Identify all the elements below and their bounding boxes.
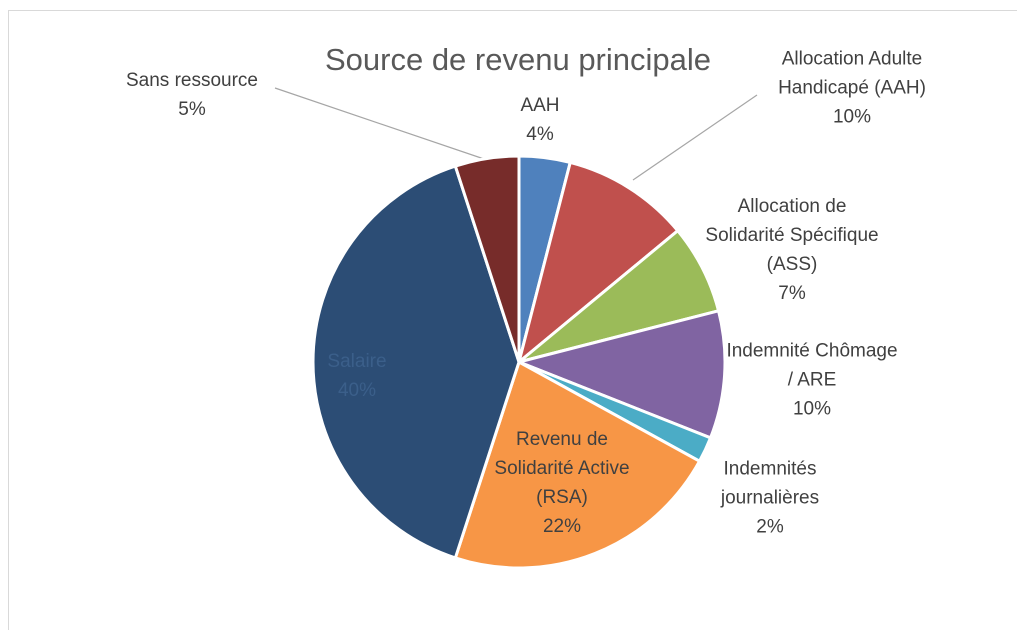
value-label: 10% — [792, 398, 832, 420]
leader-line — [274, 87, 488, 161]
leader-line — [632, 94, 758, 181]
value-label: 40% — [337, 380, 377, 401]
slice-label: Indemnités journalières 2% — [695, 455, 845, 542]
value-label: 2% — [756, 516, 784, 538]
slice-label: Indemnité Chômage / ARE 10% — [722, 337, 902, 424]
slice-label: AAH 4% — [500, 91, 580, 149]
category-name: Sans ressource — [125, 70, 258, 91]
slice-label: Salaire 40% — [312, 347, 402, 405]
pie-slice — [311, 164, 521, 560]
category-name: Salaire — [327, 351, 387, 372]
category-name: Indemnités journalières — [720, 458, 820, 509]
pie-slice — [514, 308, 727, 440]
category-name: AAH — [520, 95, 560, 116]
slice-label: Allocation Adulte Handicapé (AAH) 10% — [747, 45, 957, 132]
value-label: 22% — [542, 516, 582, 537]
category-name: Allocation Adulte Handicapé (AAH) — [778, 48, 926, 99]
value-label: 5% — [178, 99, 206, 120]
category-name: Indemnité Chômage / ARE — [726, 340, 898, 391]
pie-slice — [516, 160, 680, 367]
slice-label: Allocation de Solidarité Spécifique (ASS… — [702, 192, 882, 308]
pie-slice — [453, 154, 521, 363]
chart-title: Source de revenu principale — [324, 42, 712, 77]
value-label: 4% — [526, 124, 554, 145]
chart-frame — [8, 10, 1017, 630]
category-name: Revenu de Solidarité Active (RSA) — [494, 429, 630, 508]
value-label: 7% — [778, 283, 806, 304]
value-label: 10% — [832, 106, 872, 128]
slice-label: Revenu de Solidarité Active (RSA) 22% — [487, 425, 637, 541]
category-name: Allocation de Solidarité Spécifique (ASS… — [705, 196, 879, 275]
slice-label: Sans ressource 5% — [102, 66, 282, 124]
pie-slice — [453, 359, 702, 570]
